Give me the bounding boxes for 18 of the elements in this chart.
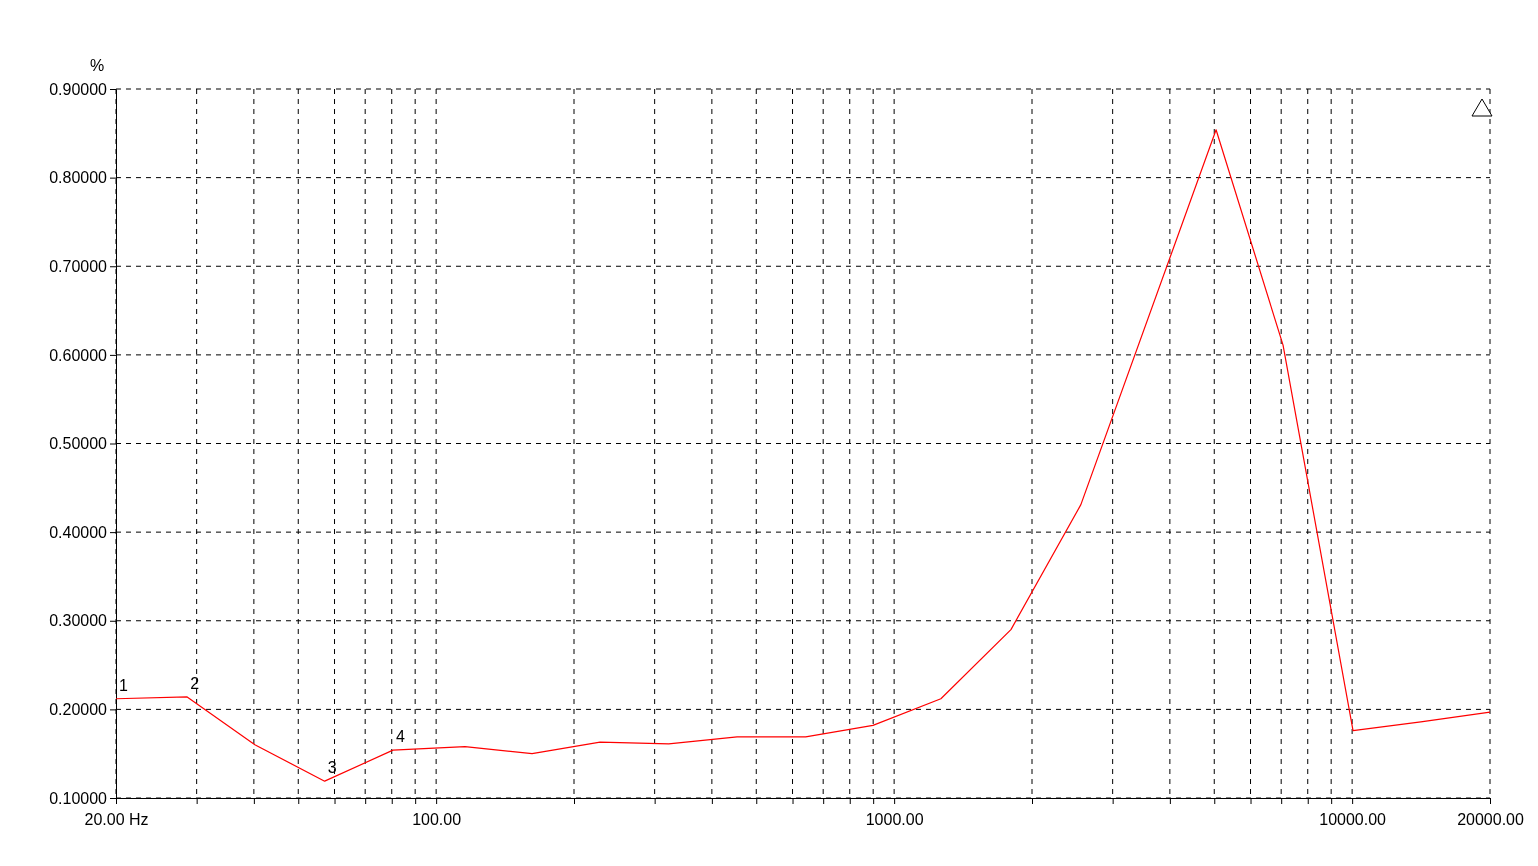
annotation: 1: [119, 676, 128, 694]
y-tick-label: 0.10000: [49, 789, 108, 807]
x-tick-label: 20.00 Hz: [84, 810, 149, 828]
y-tick-label: 0.30000: [49, 612, 108, 630]
y-axis-title: %: [89, 57, 105, 74]
y-tick-label: 0.20000: [49, 700, 108, 718]
y-tick-label: 0.70000: [49, 257, 108, 275]
y-tick-label: 0.50000: [49, 435, 108, 453]
x-tick-label: 1000.00: [865, 810, 924, 828]
y-tick-label: 0.80000: [49, 169, 108, 187]
annotation: 2: [190, 674, 200, 692]
annotation: 4: [395, 728, 405, 746]
y-tick-label: 0.60000: [49, 346, 108, 364]
y-tick-label: 0.90000: [49, 80, 108, 98]
y-tick-label: 0.40000: [49, 523, 108, 541]
x-tick-label: 100.00: [412, 810, 462, 828]
x-tick-label: 10000.00: [1319, 810, 1387, 828]
x-tick-label: 20000.00: [1457, 810, 1524, 828]
